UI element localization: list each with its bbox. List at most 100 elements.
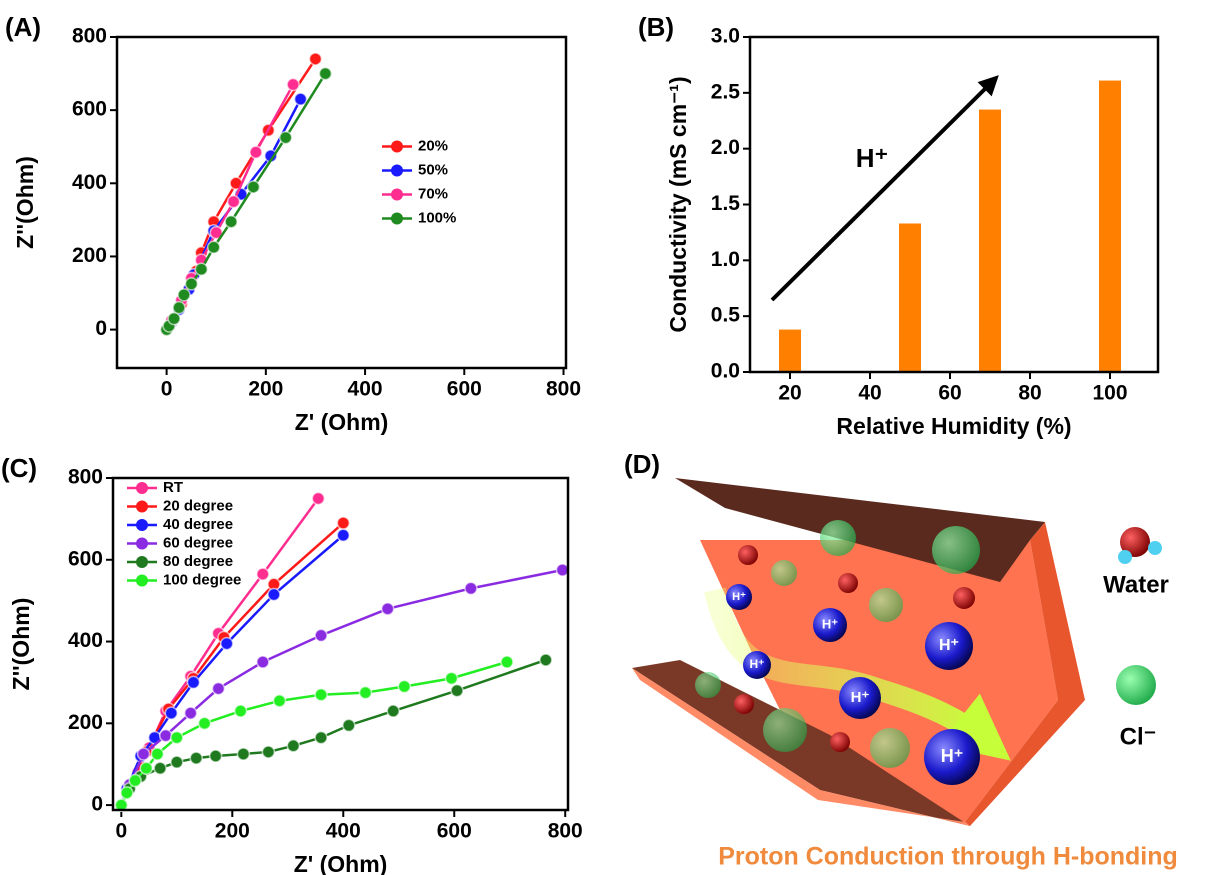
water xyxy=(738,545,758,565)
bar xyxy=(899,223,921,372)
x-tick-label: 0 xyxy=(115,820,127,843)
marker xyxy=(261,745,276,759)
marker xyxy=(293,92,308,106)
x-axis-label: Z' (Ohm) xyxy=(295,409,389,435)
marker xyxy=(500,655,514,669)
marker xyxy=(183,706,198,720)
water xyxy=(830,732,850,752)
h-ion xyxy=(925,622,973,670)
marker xyxy=(336,528,351,542)
marker xyxy=(450,683,464,698)
marker xyxy=(318,66,333,81)
legend-marker xyxy=(391,140,403,153)
marker xyxy=(194,262,209,276)
panel-label: (A) xyxy=(5,12,41,42)
legend-label: Cl⁻ xyxy=(1120,723,1157,750)
x-tick-label: 600 xyxy=(447,378,482,401)
cl-icon xyxy=(1116,665,1156,705)
panel-label: (D) xyxy=(624,449,660,479)
marker xyxy=(311,491,326,506)
legend-marker xyxy=(136,519,148,531)
y-tick-label: 400 xyxy=(68,629,103,652)
marker xyxy=(128,773,142,788)
y-tick-label: 1.0 xyxy=(711,248,740,271)
marker xyxy=(184,277,199,291)
cl-ion xyxy=(820,520,856,556)
panel-label: (B) xyxy=(638,12,674,42)
legend-label: 70% xyxy=(418,185,448,202)
marker xyxy=(167,311,181,326)
water-icon xyxy=(1148,541,1162,555)
x-tick-label: 100 xyxy=(1092,382,1127,405)
x-tick-label: 600 xyxy=(437,820,472,843)
x-tick-label: 80 xyxy=(1018,382,1041,405)
water xyxy=(953,587,975,609)
marker xyxy=(211,681,226,696)
cl-ion xyxy=(870,728,910,768)
marker xyxy=(358,685,373,700)
marker xyxy=(197,716,212,731)
h-label: H⁺ xyxy=(822,616,838,631)
y-tick-label: 600 xyxy=(68,547,103,570)
marker xyxy=(336,516,351,530)
water xyxy=(734,694,754,714)
bar xyxy=(779,329,801,372)
legend-label: 100% xyxy=(418,209,456,226)
y-tick-label: 600 xyxy=(72,98,107,121)
x-axis-label: Relative Humidity (%) xyxy=(836,413,1071,439)
marker xyxy=(314,730,328,745)
marker xyxy=(153,761,167,776)
plot-frame xyxy=(748,35,1160,374)
legend-label: 100 degree xyxy=(163,571,241,588)
marker xyxy=(189,751,203,765)
bar xyxy=(979,109,1001,372)
marker xyxy=(246,180,261,194)
y-tick-label: 3.0 xyxy=(711,25,740,48)
legend-marker xyxy=(136,556,148,568)
y-tick-label: 400 xyxy=(72,171,107,194)
marker xyxy=(170,755,184,769)
legend-marker xyxy=(391,164,403,177)
x-tick-label: 200 xyxy=(248,378,283,401)
legend-label: 20 degree xyxy=(163,497,233,514)
marker xyxy=(314,687,328,702)
marker xyxy=(397,679,412,694)
y-tick-label: 0 xyxy=(95,317,107,340)
y-tick-label: 2.0 xyxy=(711,136,740,159)
marker xyxy=(314,628,328,643)
y-tick-label: 200 xyxy=(72,244,107,267)
marker xyxy=(249,145,263,159)
legend-marker xyxy=(136,482,148,494)
marker xyxy=(464,581,478,596)
water xyxy=(838,573,858,593)
y-axis-label: Z''(Ohm) xyxy=(12,156,38,249)
marker xyxy=(342,718,356,733)
h-label: H⁺ xyxy=(939,637,959,654)
marker xyxy=(286,77,300,92)
legend-marker xyxy=(391,188,403,201)
bar xyxy=(1099,80,1121,373)
marker xyxy=(256,567,270,581)
legend-label: 40 degree xyxy=(163,516,233,533)
marker xyxy=(386,704,400,718)
marker xyxy=(208,749,223,763)
x-tick-label: 20 xyxy=(778,382,801,405)
y-tick-label: 2.5 xyxy=(711,80,741,103)
legend-label: 20% xyxy=(418,137,448,154)
legend-label: 80 degree xyxy=(163,553,233,570)
y-axis-label: Z''(Ohm) xyxy=(8,598,34,691)
annotation: H⁺ xyxy=(856,143,889,173)
plot-frame xyxy=(115,35,568,370)
marker xyxy=(164,706,179,720)
y-axis-label: Conductivity (mS cm⁻¹) xyxy=(665,76,691,332)
marker xyxy=(136,747,151,761)
y-tick-label: 0.0 xyxy=(711,360,740,383)
marker xyxy=(555,563,570,577)
h-label: H⁺ xyxy=(851,689,870,706)
marker xyxy=(380,602,395,616)
legend-marker xyxy=(136,500,148,513)
marker xyxy=(444,671,459,686)
caption: Proton Conduction through H-bonding xyxy=(718,843,1178,871)
